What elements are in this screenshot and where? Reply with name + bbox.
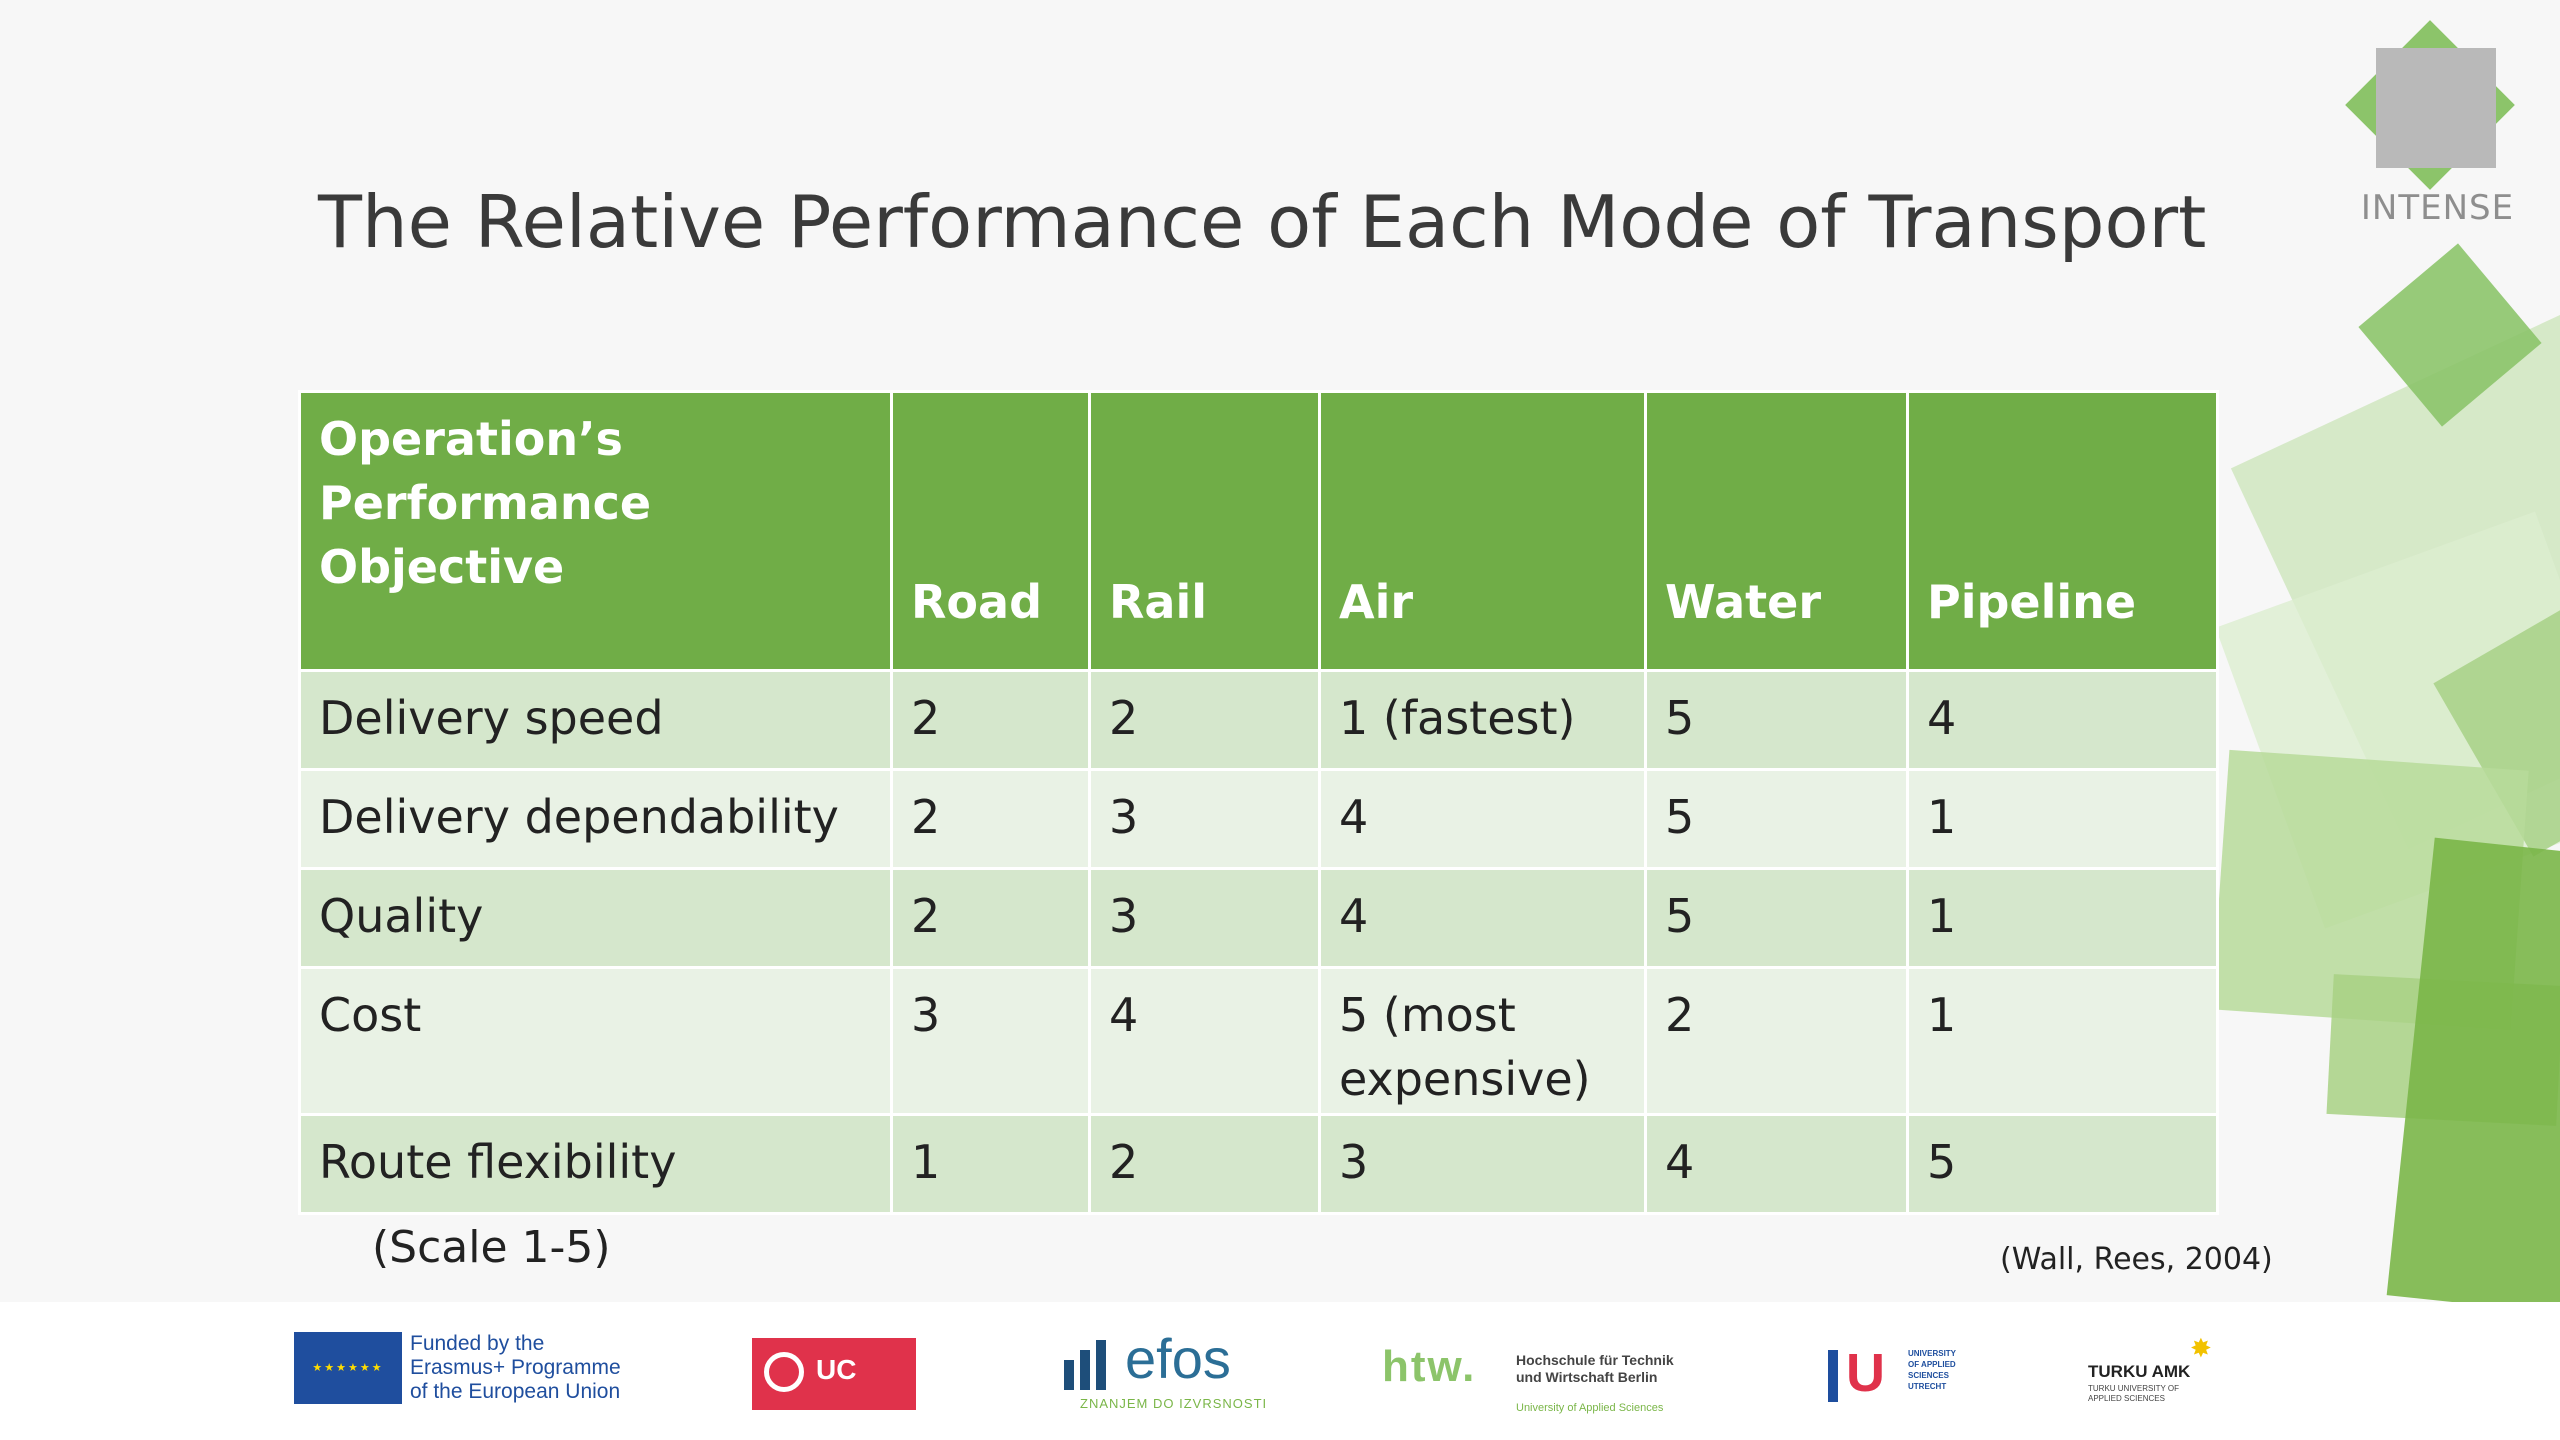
eu-stars-icon: ★★★★★★	[312, 1361, 384, 1374]
eu-flag-icon: ★★★★★★	[294, 1332, 402, 1404]
hu-line: UNIVERSITY	[1908, 1349, 1957, 1358]
table-header-row: Operation’s Performance Objective Road R…	[298, 390, 2219, 672]
header-rail: Rail	[1088, 390, 1321, 672]
turku-line: TURKU UNIVERSITY OF	[2088, 1384, 2179, 1393]
table-row: Cost 3 4 5 (most expensive) 2 1	[298, 966, 2219, 1116]
cell-road: 2	[890, 867, 1091, 969]
hu-logo-mark: U	[1846, 1343, 1885, 1403]
scale-note: (Scale 1-5)	[372, 1222, 611, 1273]
cell-objective: Route flexibility	[298, 1113, 893, 1215]
eu-funding-text: Funded by the Erasmus+ Programme of the …	[410, 1332, 621, 1404]
cell-objective: Delivery dependability	[298, 768, 893, 870]
table-row: Delivery dependability 2 3 4 5 1	[298, 768, 2219, 870]
cell-water: 4	[1644, 1113, 1909, 1215]
cell-air: 4	[1318, 768, 1647, 870]
cell-water: 5	[1644, 669, 1909, 771]
htw-logo-text: Hochschule für Technik und Wirtschaft Be…	[1516, 1352, 1674, 1386]
turku-subtitle: TURKU UNIVERSITY OF APPLIED SCIENCES	[2088, 1384, 2179, 1404]
htw-line: Hochschule für Technik	[1516, 1352, 1674, 1368]
slide-title: The Relative Performance of Each Mode of…	[318, 180, 2207, 264]
table-row: Quality 2 3 4 5 1	[298, 867, 2219, 969]
intense-logo: INTENSE	[2340, 20, 2540, 240]
header-road: Road	[890, 390, 1091, 672]
header-air: Air	[1318, 390, 1647, 672]
citation: (Wall, Rees, 2004)	[2000, 1242, 2273, 1277]
turku-line: APPLIED SCIENCES	[2088, 1394, 2165, 1403]
efos-columns-icon	[1060, 1338, 1120, 1390]
cell-air: 1 (fastest)	[1318, 669, 1647, 771]
ucll-circle-icon	[764, 1352, 804, 1392]
performance-table: Operation’s Performance Objective Road R…	[298, 390, 2219, 1215]
logo-square-icon	[2376, 48, 2496, 168]
hu-line: OF APPLIED	[1908, 1360, 1956, 1369]
cell-rail: 2	[1088, 1113, 1321, 1215]
cell-pipeline: 4	[1906, 669, 2219, 771]
cell-objective: Cost	[298, 966, 893, 1116]
eu-line: of the European Union	[410, 1380, 621, 1403]
turku-logo-text: TURKU AMK	[2088, 1362, 2191, 1381]
cell-objective: Quality	[298, 867, 893, 969]
table-row: Route flexibility 1 2 3 4 5	[298, 1113, 2219, 1215]
hu-logo-bar-icon	[1828, 1350, 1838, 1402]
cell-rail: 4	[1088, 966, 1321, 1116]
ucll-logo: UC	[752, 1338, 916, 1410]
footer-logo-bar: ★★★★★★ Funded by the Erasmus+ Programme …	[0, 1302, 2560, 1440]
htw-subtitle: University of Applied Sciences	[1516, 1402, 1664, 1414]
cell-rail: 2	[1088, 669, 1321, 771]
header-pipeline: Pipeline	[1906, 390, 2219, 672]
cell-rail: 3	[1088, 768, 1321, 870]
cell-road: 2	[890, 768, 1091, 870]
hu-line: UTRECHT	[1908, 1382, 1947, 1391]
sun-icon: ✸	[2190, 1334, 2212, 1364]
cell-road: 1	[890, 1113, 1091, 1215]
htw-line: und Wirtschaft Berlin	[1516, 1369, 1658, 1385]
ucll-text: UC	[816, 1354, 857, 1385]
header-water: Water	[1644, 390, 1909, 672]
header-objective: Operation’s Performance Objective	[298, 390, 893, 672]
htw-logo-mark: htw.	[1382, 1342, 1477, 1391]
hu-line: SCIENCES	[1908, 1371, 1949, 1380]
cell-road: 3	[890, 966, 1091, 1116]
table-row: Delivery speed 2 2 1 (fastest) 5 4	[298, 669, 2219, 771]
cell-pipeline: 1	[1906, 867, 2219, 969]
cell-objective: Delivery speed	[298, 669, 893, 771]
efos-logo-text: efos	[1125, 1327, 1231, 1390]
cell-pipeline: 1	[1906, 768, 2219, 870]
cell-road: 2	[890, 669, 1091, 771]
hu-logo-text: UNIVERSITY OF APPLIED SCIENCES UTRECHT	[1908, 1348, 1956, 1392]
cell-air: 3	[1318, 1113, 1647, 1215]
cell-air: 4	[1318, 867, 1647, 969]
efos-tagline: ZNANJEM DO IZVRSNOSTI	[1080, 1396, 1268, 1411]
logo-text: INTENSE	[2360, 188, 2515, 228]
cell-air: 5 (most expensive)	[1318, 966, 1647, 1116]
eu-line: Erasmus+ Programme	[410, 1356, 621, 1379]
cell-water: 5	[1644, 768, 1909, 870]
cell-water: 5	[1644, 867, 1909, 969]
cell-rail: 3	[1088, 867, 1321, 969]
eu-line: Funded by the	[410, 1332, 545, 1355]
cell-pipeline: 1	[1906, 966, 2219, 1116]
cell-water: 2	[1644, 966, 1909, 1116]
cell-pipeline: 5	[1906, 1113, 2219, 1215]
